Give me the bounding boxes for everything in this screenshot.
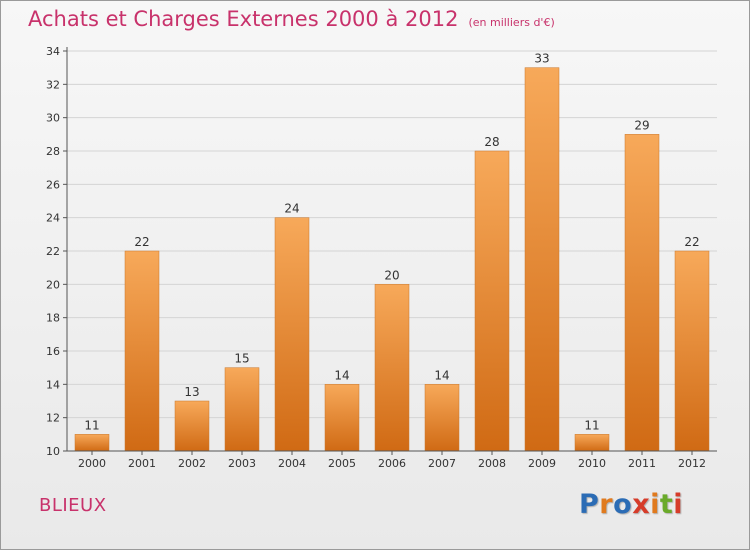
chart-title: Achats et Charges Externes 2000 à 2012 (e… — [28, 7, 555, 31]
logo-letter: P — [579, 489, 600, 520]
x-tick-label-2000: 2000 — [78, 457, 106, 470]
bar-2002 — [174, 400, 210, 452]
value-label-2004: 24 — [284, 202, 299, 216]
bar-2010 — [574, 434, 610, 452]
y-tick-label: 32 — [46, 78, 60, 91]
y-tick-label: 34 — [46, 45, 60, 58]
bar-2001 — [124, 250, 160, 452]
y-tick-label: 16 — [46, 345, 60, 358]
bar-2011 — [624, 134, 660, 452]
y-tick-label: 12 — [46, 412, 60, 425]
bar-2008 — [474, 150, 510, 452]
bar-2004 — [274, 217, 310, 452]
axes: 10 12 14 16 18 20 22 24 26 28 30 32 34 2000 2001 2002 20… — [46, 45, 717, 470]
x-tick-label-2003: 2003 — [228, 457, 256, 470]
logo-letter: o — [613, 489, 633, 520]
y-tick-label: 22 — [46, 245, 60, 258]
value-label-2002: 13 — [184, 385, 199, 399]
logo-letter: x — [632, 489, 651, 520]
value-label-2006: 20 — [384, 268, 399, 282]
y-tick-label: 18 — [46, 312, 60, 325]
y-tick-label: 24 — [46, 212, 60, 225]
x-tick-label-2005: 2005 — [328, 457, 356, 470]
x-tick-label-2010: 2010 — [578, 457, 606, 470]
x-tick-label-2008: 2008 — [478, 457, 506, 470]
chart-subtitle: (en milliers d'€) — [468, 16, 555, 29]
x-tick-label-2006: 2006 — [378, 457, 406, 470]
chart-title-text: Achats et Charges Externes 2000 à 2012 — [28, 7, 459, 31]
x-tick-label-2011: 2011 — [628, 457, 656, 470]
logo-letter: i — [650, 489, 660, 520]
value-label-2012: 22 — [684, 235, 699, 249]
value-label-2005: 14 — [334, 368, 349, 382]
x-tick-label-2004: 2004 — [278, 457, 306, 470]
bar-2007 — [424, 384, 460, 452]
x-tick-label-2009: 2009 — [528, 457, 556, 470]
y-tick-label: 28 — [46, 145, 60, 158]
commune-name: BLIEUX — [39, 495, 107, 516]
logo-letter: t — [659, 489, 674, 520]
logo-letter: i — [673, 489, 684, 520]
bar-2006 — [374, 284, 410, 452]
bar-2005 — [324, 384, 360, 452]
x-tick-label-2007: 2007 — [428, 457, 456, 470]
proxiti-logo: Proxiti — [579, 489, 683, 520]
y-tick-label: 14 — [46, 378, 60, 391]
y-tick-label: 10 — [46, 445, 60, 458]
value-label-2009: 33 — [534, 52, 549, 66]
bar-2009 — [524, 67, 560, 452]
value-label-2010: 11 — [584, 418, 599, 432]
value-label-2008: 28 — [484, 135, 499, 149]
value-label-2007: 14 — [434, 368, 449, 382]
logo-letter: r — [599, 489, 614, 520]
value-label-2011: 29 — [634, 118, 649, 132]
y-tick-label: 20 — [46, 278, 60, 291]
bar-2000 — [74, 434, 110, 452]
x-tick-label-2012: 2012 — [678, 457, 706, 470]
y-tick-label: 26 — [46, 178, 60, 191]
y-tick-label: 30 — [46, 112, 60, 125]
value-label-2003: 15 — [234, 352, 249, 366]
bar-2012 — [674, 250, 710, 452]
x-tick-label-2002: 2002 — [178, 457, 206, 470]
bar-2003 — [224, 367, 260, 452]
value-label-2001: 22 — [134, 235, 149, 249]
value-label-2000: 11 — [84, 418, 99, 432]
x-tick-label-2001: 2001 — [128, 457, 156, 470]
